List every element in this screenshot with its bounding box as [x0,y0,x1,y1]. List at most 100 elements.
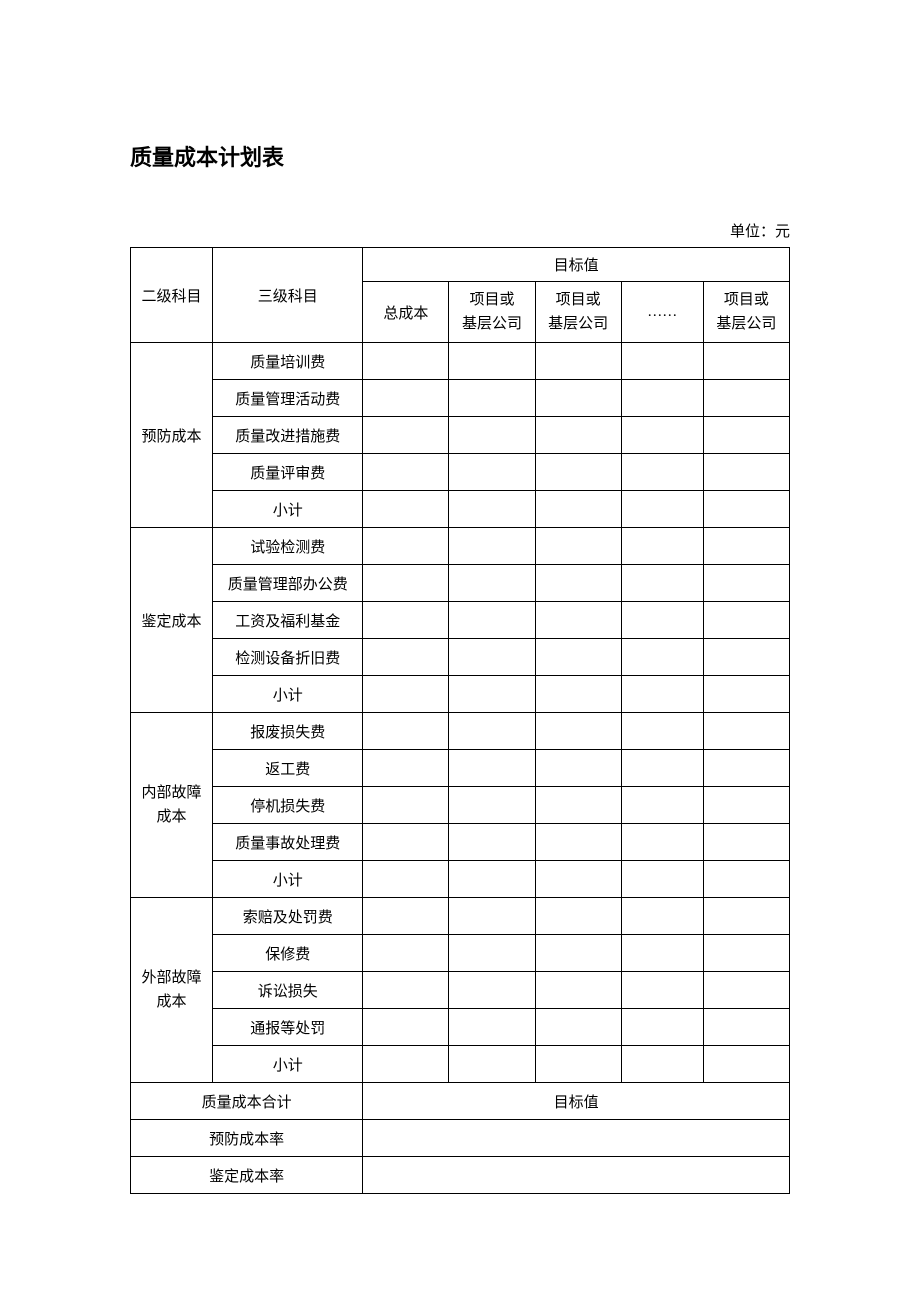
cell [363,565,449,602]
quality-cost-table: 二级科目 三级科目 目标值 总成本 项目或 基层公司 项目或 基层公司 …… [130,247,790,1194]
footer-prevention-rate: 预防成本率 [131,1120,363,1157]
table-row: 保修费 [131,935,790,972]
cell [363,787,449,824]
cell [703,787,789,824]
cell [535,380,621,417]
section-3-name-line2: 成本 [157,994,187,1010]
cell [621,824,703,861]
section-2-item-3: 质量事故处理费 [213,824,363,861]
cell [703,602,789,639]
cell [363,1120,790,1157]
section-1-item-1: 质量管理部办公费 [213,565,363,602]
cell [703,1009,789,1046]
cell [703,1046,789,1083]
header-project-or-1: 项目或 [470,292,515,308]
cell [363,528,449,565]
cell [449,528,535,565]
cell [363,861,449,898]
cell [363,676,449,713]
cell [703,972,789,1009]
section-0-name: 预防成本 [131,343,213,528]
header-ellipsis: …… [621,282,703,343]
section-2-item-2: 停机损失费 [213,787,363,824]
cell [535,750,621,787]
cell [703,343,789,380]
table-row: 外部故障 成本 索赔及处罚费 [131,898,790,935]
cell [621,380,703,417]
cell [703,417,789,454]
cell [621,713,703,750]
cell [621,861,703,898]
section-2-name-line2: 成本 [157,809,187,825]
header-project-or-3: 项目或 [724,292,769,308]
cell [449,417,535,454]
cell [621,602,703,639]
cell [535,713,621,750]
cell [621,676,703,713]
cell [449,676,535,713]
section-3-name-line1: 外部故障 [142,970,202,986]
table-row: 小计 [131,1046,790,1083]
cell [363,898,449,935]
cell [535,1046,621,1083]
header-level3: 三级科目 [213,248,363,343]
cell [621,417,703,454]
section-3-item-3: 通报等处罚 [213,1009,363,1046]
cell [621,1046,703,1083]
cell [363,343,449,380]
cell [535,491,621,528]
cell [535,639,621,676]
footer-appraisal-rate: 鉴定成本率 [131,1157,363,1194]
section-2-item-0: 报废损失费 [213,713,363,750]
table-row: 质量管理活动费 [131,380,790,417]
cell [621,898,703,935]
section-1-item-2: 工资及福利基金 [213,602,363,639]
cell [703,528,789,565]
cell [449,343,535,380]
cell [363,1157,790,1194]
cell [449,491,535,528]
footer-total-row: 质量成本合计 目标值 [131,1083,790,1120]
cell [621,750,703,787]
cell [363,750,449,787]
cell [449,1046,535,1083]
cell [363,824,449,861]
section-0-item-0: 质量培训费 [213,343,363,380]
header-total-cost: 总成本 [363,282,449,343]
cell [621,343,703,380]
cell [535,972,621,1009]
cell [449,861,535,898]
cell [363,639,449,676]
cell [449,935,535,972]
cell [703,898,789,935]
cell [535,787,621,824]
header-project-or-2: 项目或 [556,292,601,308]
section-1-item-3: 检测设备折旧费 [213,639,363,676]
section-3-item-1: 保修费 [213,935,363,972]
header-project-company-3: 项目或 基层公司 [703,282,789,343]
table-row: 质量评审费 [131,454,790,491]
cell [449,454,535,491]
table-row: 诉讼损失 [131,972,790,1009]
cell [449,565,535,602]
section-2-item-1: 返工费 [213,750,363,787]
cell [535,898,621,935]
section-2-name-line1: 内部故障 [142,785,202,801]
cell [363,713,449,750]
table-row: 质量改进措施费 [131,417,790,454]
cell [535,343,621,380]
cell [449,639,535,676]
cell [535,1009,621,1046]
cell [363,454,449,491]
document-title: 质量成本计划表 [130,140,790,172]
cell [621,1009,703,1046]
table-row: 小计 [131,676,790,713]
cell [703,380,789,417]
section-0-item-2: 质量改进措施费 [213,417,363,454]
table-row: 检测设备折旧费 [131,639,790,676]
cell [621,935,703,972]
cell [703,454,789,491]
section-3-item-0: 索赔及处罚费 [213,898,363,935]
cell [363,417,449,454]
section-0-item-1: 质量管理活动费 [213,380,363,417]
